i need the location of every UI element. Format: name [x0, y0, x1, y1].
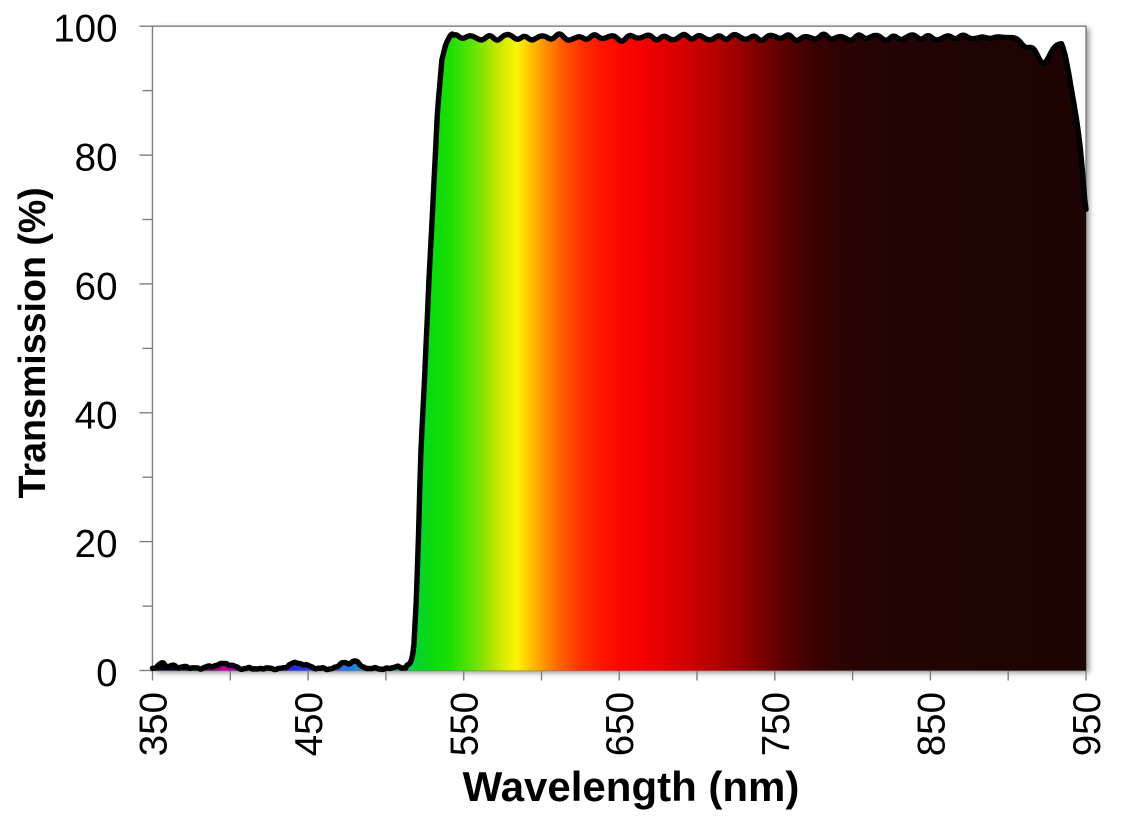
svg-text:80: 80 [75, 137, 118, 180]
svg-text:650: 650 [599, 692, 642, 756]
svg-text:100: 100 [53, 8, 117, 51]
svg-text:20: 20 [75, 523, 118, 566]
svg-text:550: 550 [444, 692, 487, 756]
svg-text:40: 40 [75, 394, 118, 437]
svg-text:Transmission (%): Transmission (%) [11, 187, 53, 498]
svg-text:850: 850 [910, 692, 953, 756]
svg-text:450: 450 [288, 692, 331, 756]
svg-text:950: 950 [1066, 692, 1109, 756]
svg-text:Wavelength (nm): Wavelength (nm) [463, 763, 800, 810]
svg-text:60: 60 [75, 265, 118, 308]
svg-text:0: 0 [96, 652, 117, 695]
svg-text:750: 750 [755, 692, 798, 756]
svg-text:350: 350 [133, 692, 176, 756]
